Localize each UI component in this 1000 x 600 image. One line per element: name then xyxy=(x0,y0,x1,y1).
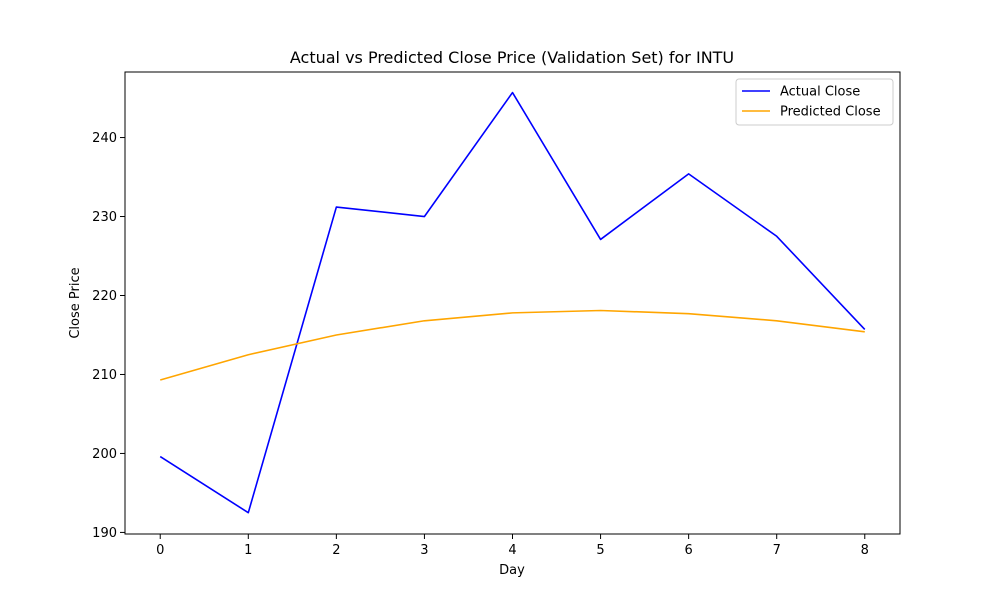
x-axis: 0 1 2 3 4 5 6 7 8 xyxy=(156,534,869,558)
legend: Actual Close Predicted Close xyxy=(735,78,894,126)
x-tick-label: 8 xyxy=(861,543,869,558)
x-tick-label: 5 xyxy=(596,543,604,558)
legend-label-actual-close: Actual Close xyxy=(780,85,860,100)
y-axis-label: Close Price xyxy=(68,267,83,338)
y-tick-label: 210 xyxy=(92,368,117,383)
y-tick-label: 190 xyxy=(92,526,117,541)
x-tick-label: 3 xyxy=(420,543,428,558)
x-tick-label: 0 xyxy=(156,543,164,558)
y-tick-label: 220 xyxy=(92,289,117,304)
x-tick-label: 2 xyxy=(332,543,340,558)
plot-area: 0 1 2 3 4 5 6 7 8 190 200 210 220 230 240 xyxy=(92,71,901,558)
x-tick-label: 4 xyxy=(508,543,516,558)
y-tick-label: 240 xyxy=(92,131,117,146)
plot-frame xyxy=(124,71,901,535)
x-tick-label: 7 xyxy=(773,543,781,558)
legend-label-predicted-close: Predicted Close xyxy=(780,105,881,120)
y-tick-label: 230 xyxy=(92,210,117,225)
y-axis: 190 200 210 220 230 240 xyxy=(92,131,125,541)
x-tick-label: 6 xyxy=(684,543,692,558)
y-tick-label: 200 xyxy=(92,447,117,462)
series-layer xyxy=(159,91,866,514)
x-axis-label: Day xyxy=(499,563,525,578)
chart-title: Actual vs Predicted Close Price (Validat… xyxy=(290,48,734,67)
series-line-predicted-close xyxy=(160,309,865,381)
x-tick-label: 1 xyxy=(244,543,252,558)
series-line-actual-close xyxy=(159,91,866,514)
legend-box xyxy=(735,78,894,126)
